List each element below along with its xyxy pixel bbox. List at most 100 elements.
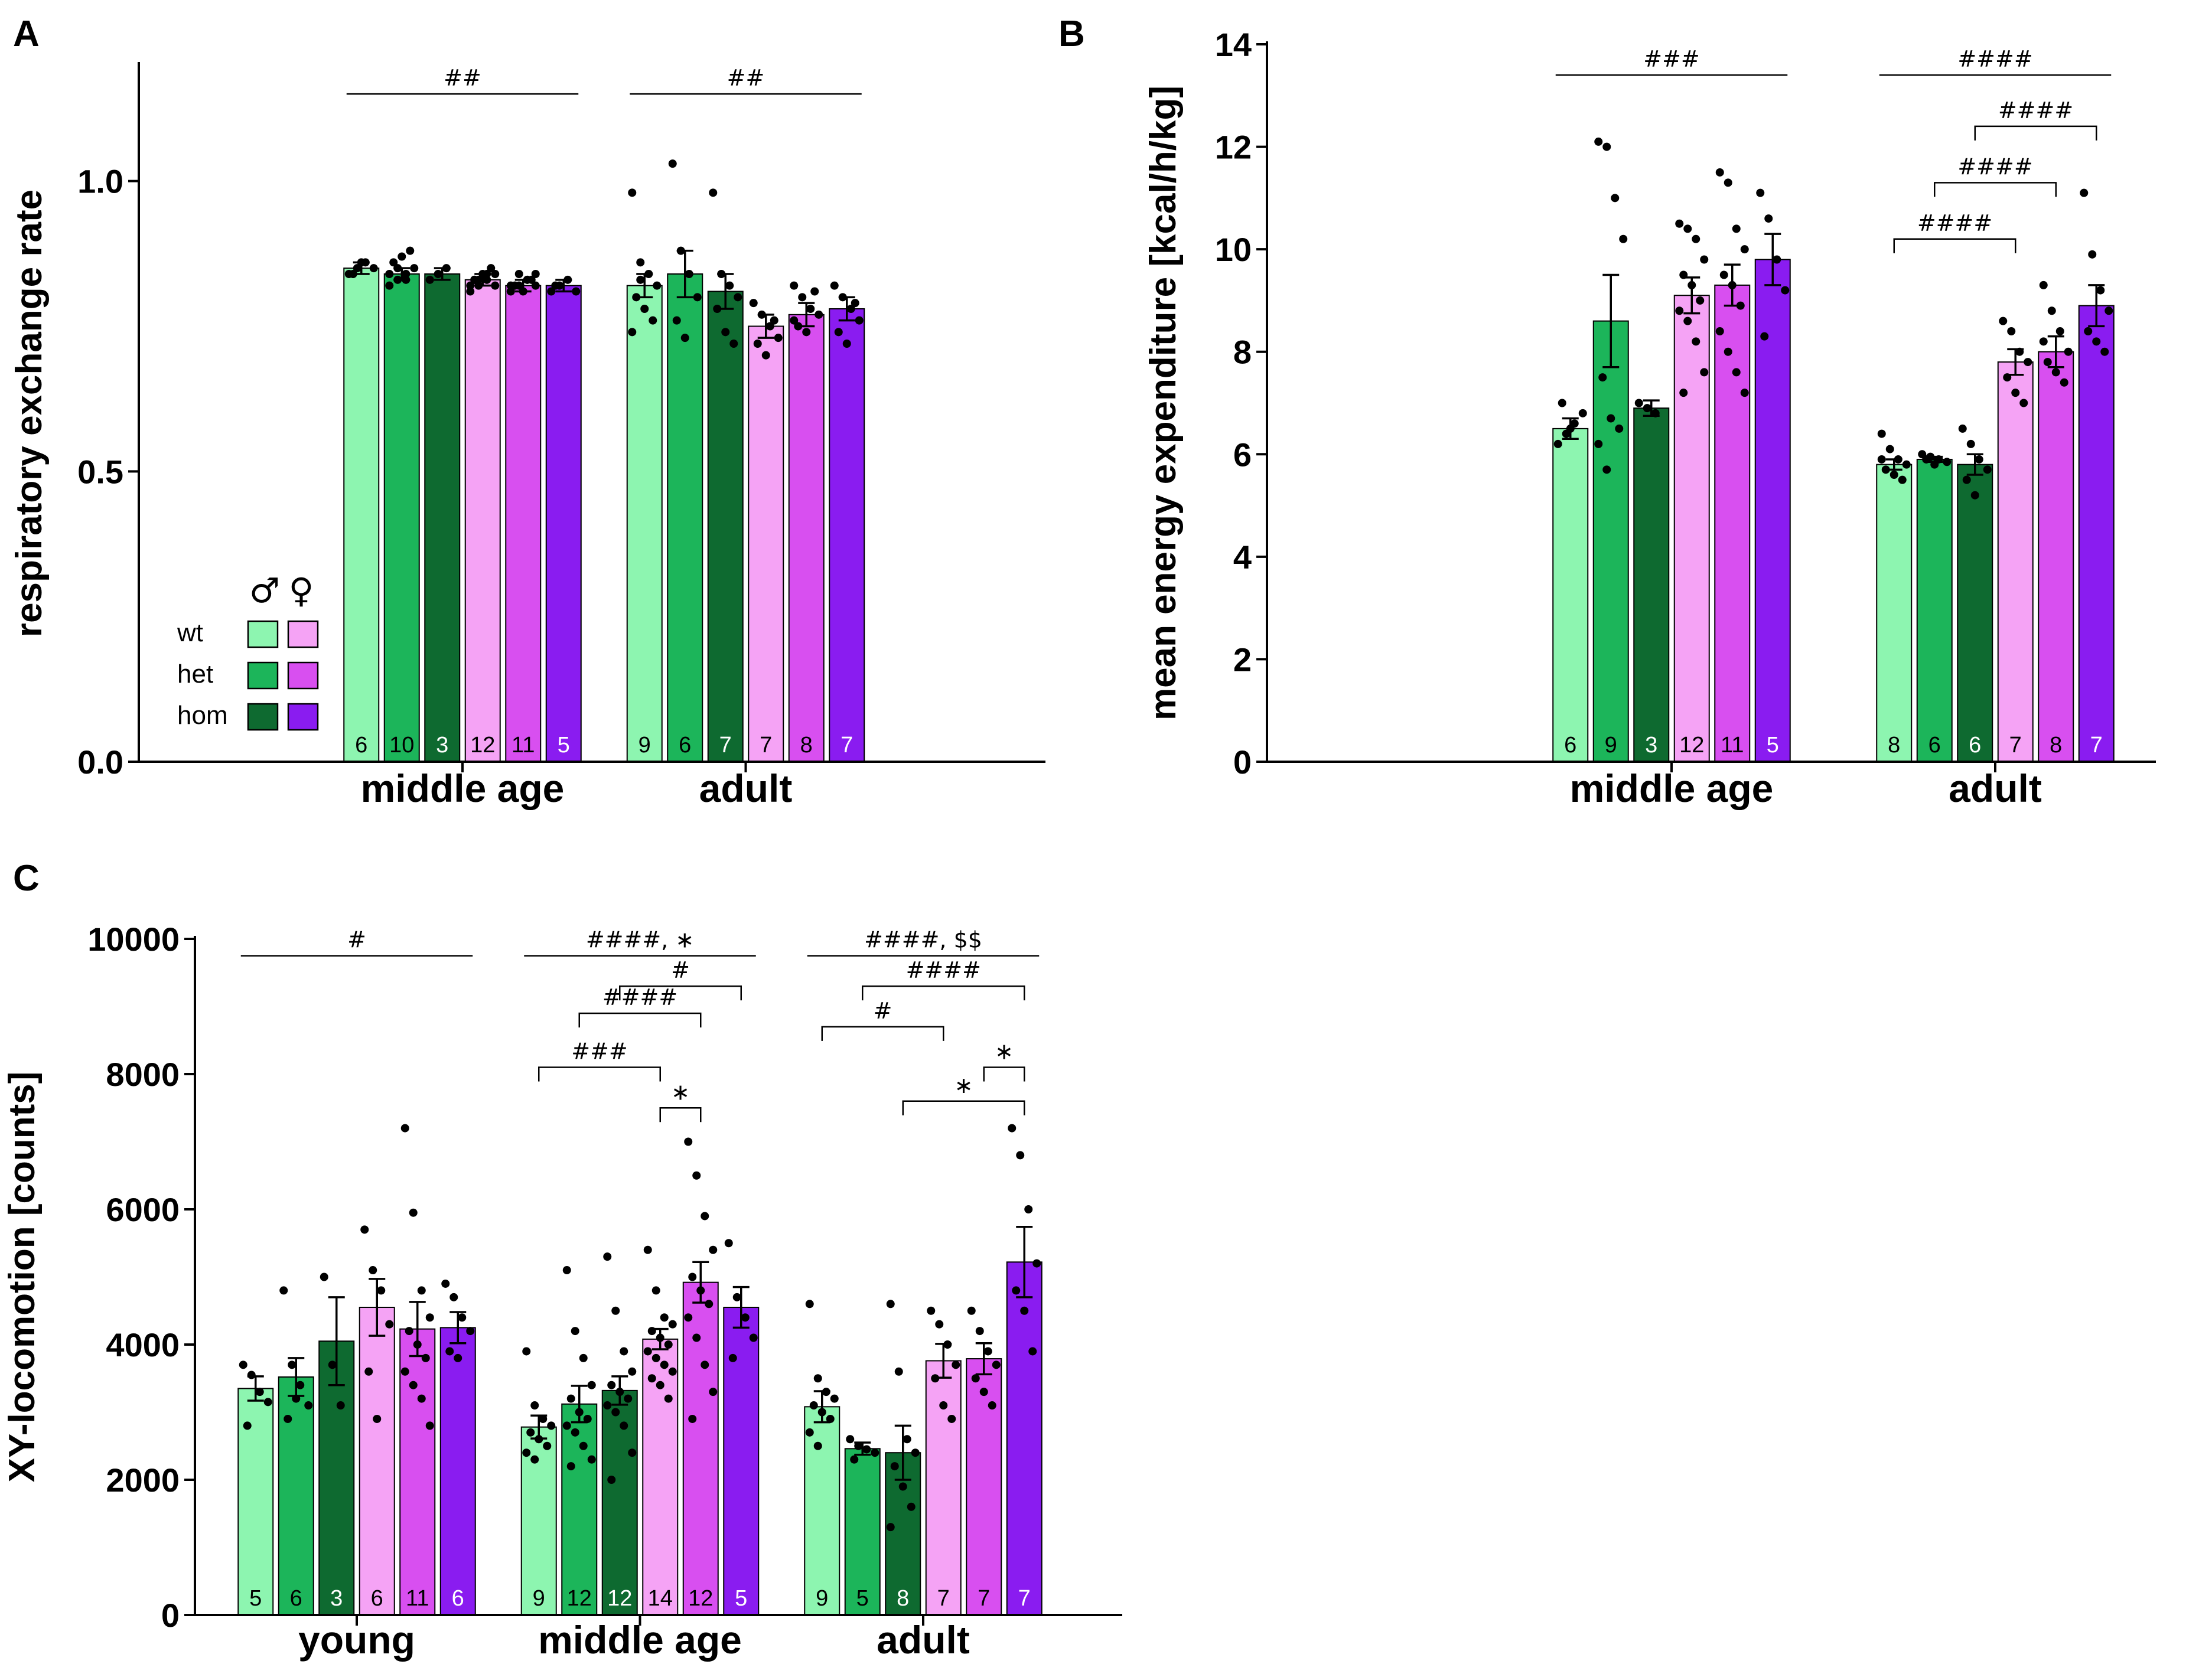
data-point [2011,389,2020,397]
n-label: 5 [249,1586,262,1611]
data-point [1553,439,1562,448]
data-point [830,281,839,290]
data-point [734,293,742,302]
x-category-label: middle age [361,766,565,810]
data-point [1773,255,1781,264]
data-point [2064,347,2073,356]
significance-bracket [983,1066,1025,1082]
data-point [377,1286,386,1295]
data-point [947,1414,956,1423]
bar [561,1403,598,1616]
n-label: 6 [371,1586,383,1611]
data-point [656,1381,664,1389]
data-point [360,1225,369,1234]
data-point [1724,178,1732,187]
n-label: 11 [1721,733,1744,758]
n-label: 7 [978,1586,990,1611]
data-point [611,1306,620,1315]
data-point [709,1388,718,1397]
legend-swatch-male [247,661,279,690]
significance-label: ### [1643,46,1700,72]
data-point [846,305,855,313]
y-tick-label: 1.0 [77,163,123,200]
data-point [571,1327,579,1336]
data-point [547,287,556,296]
data-point [1724,347,1732,356]
n-label: 8 [800,733,813,758]
data-point [2047,306,2056,315]
legend-label: wt [177,618,203,647]
y-axis-label: respiratory exchange rate [9,190,50,637]
n-label: 3 [436,733,448,758]
data-point [651,1286,660,1295]
n-label: 8 [897,1586,909,1611]
data-point [931,1374,940,1383]
n-label: 9 [533,1586,545,1611]
data-point [1970,491,1979,500]
y-tick-label: 2 [1233,641,1252,678]
data-point [838,293,847,302]
data-point [523,275,532,284]
data-point [668,159,677,168]
data-point [685,270,693,278]
data-point [903,1435,911,1444]
data-point [826,1414,835,1423]
y-tick-label: 6 [1233,436,1252,473]
bar [383,273,420,762]
n-label: 12 [567,1586,592,1611]
data-point [1675,306,1684,315]
data-point [288,1360,297,1369]
legend-swatch-female [287,703,319,731]
n-label: 12 [607,1586,632,1611]
n-label: 7 [2009,733,2022,758]
data-point [348,270,357,278]
bar [343,267,380,762]
data-point [353,264,361,273]
bar [682,1281,719,1616]
data-point [668,1367,677,1376]
female-symbol: ♀ [289,570,314,611]
data-point [757,310,766,319]
data-point [1598,373,1607,382]
data-point [696,1286,705,1295]
data-point [693,293,702,302]
data-point [239,1360,247,1369]
y-tick-label: 8000 [106,1056,180,1093]
significance-bracket [862,985,1025,1001]
bar [1916,458,1953,762]
data-point [886,1300,895,1309]
significance-marker: ### [538,1039,661,1082]
significance-bracket [1893,238,2016,253]
data-point [1732,368,1741,377]
data-point [263,1398,272,1407]
data-point [636,258,645,267]
data-point [393,264,402,273]
y-tick-label: 0.5 [77,453,123,490]
data-point [692,1333,701,1342]
data-point [701,1360,709,1369]
significance-label: ∗ [995,1039,1014,1065]
significance-bracket [902,1100,1025,1115]
data-point [603,1252,612,1261]
data-point [644,270,653,278]
data-point [1962,475,1971,484]
data-point [562,1421,571,1430]
data-point [890,1462,899,1471]
data-point [400,1124,409,1133]
data-point [506,287,515,296]
y-axis-label: XY-locomotion [counts] [2,1072,43,1483]
data-point [660,1313,669,1322]
data-point [466,1327,475,1336]
data-point [1736,301,1745,310]
data-point [1902,460,1911,469]
data-point [935,1320,944,1329]
data-point [1611,194,1620,203]
significance-label: ### [571,1039,628,1065]
data-point [409,1381,418,1389]
data-point [607,1476,616,1484]
data-point [575,1408,584,1417]
significance-marker: ∗ [659,1079,702,1123]
data-point [988,1401,996,1410]
